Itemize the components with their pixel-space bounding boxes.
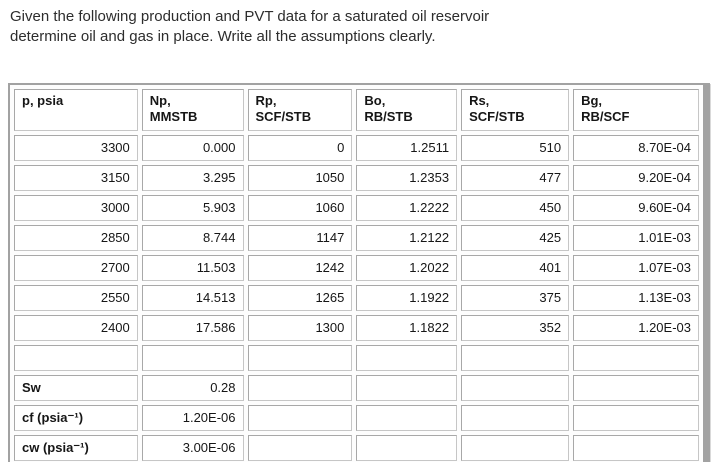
data-cell: 1.1922 <box>356 285 458 311</box>
empty-cell <box>573 345 699 371</box>
data-cell: 0.000 <box>141 135 244 161</box>
table-row: 3000 5.903 1060 1.2222 450 9.60E-04 <box>14 195 699 221</box>
param-row: cf (psia⁻¹) 1.20E-06 <box>14 405 699 431</box>
table-row: 2700 11.503 1242 1.2022 401 1.07E-03 <box>14 255 699 281</box>
spacer-row <box>14 345 699 371</box>
data-cell: 2400 <box>14 315 138 341</box>
data-cell: 8.70E-04 <box>573 135 699 161</box>
empty-cell <box>356 435 458 461</box>
data-cell: 401 <box>461 255 570 281</box>
table-row: 3300 0.000 0 1.2511 510 8.70E-04 <box>14 135 699 161</box>
data-cell: 1.2222 <box>356 195 458 221</box>
table-row: 2850 8.744 1147 1.2122 425 1.01E-03 <box>14 225 699 251</box>
data-cell: 1242 <box>247 255 353 281</box>
data-cell: 1.2353 <box>356 165 458 191</box>
data-cell: 3.295 <box>141 165 244 191</box>
data-cell: 2850 <box>14 225 138 251</box>
empty-cell <box>247 375 353 401</box>
data-cell: 9.20E-04 <box>573 165 699 191</box>
param-value: 0.28 <box>141 375 244 401</box>
data-cell: 1.01E-03 <box>573 225 699 251</box>
param-value: 3.00E-06 <box>141 435 244 461</box>
data-cell: 1.2122 <box>356 225 458 251</box>
data-cell: 3150 <box>14 165 138 191</box>
empty-cell <box>356 375 458 401</box>
param-row: cw (psia⁻¹) 3.00E-06 <box>14 435 699 461</box>
param-label: cw (psia⁻¹) <box>14 435 138 461</box>
empty-cell <box>356 405 458 431</box>
table-row: 2550 14.513 1265 1.1922 375 1.13E-03 <box>14 285 699 311</box>
table-row: 2400 17.586 1300 1.1822 352 1.20E-03 <box>14 315 699 341</box>
data-cell: 2550 <box>14 285 138 311</box>
data-cell: 1.2022 <box>356 255 458 281</box>
data-cell: 0 <box>247 135 353 161</box>
data-cell: 375 <box>461 285 570 311</box>
param-value: 1.20E-06 <box>141 405 244 431</box>
empty-cell <box>461 345 570 371</box>
empty-cell <box>356 345 458 371</box>
data-cell: 450 <box>461 195 570 221</box>
param-label: cf (psia⁻¹) <box>14 405 138 431</box>
data-cell: 1.13E-03 <box>573 285 699 311</box>
column-header-5: Bg, RB/SCF <box>573 89 699 131</box>
data-cell: 11.503 <box>141 255 244 281</box>
param-row: Sw 0.28 <box>14 375 699 401</box>
data-cell: 1.1822 <box>356 315 458 341</box>
empty-cell <box>14 345 138 371</box>
data-cell: 1060 <box>247 195 353 221</box>
problem-statement: Given the following production and PVT d… <box>10 7 700 47</box>
data-cell: 3300 <box>14 135 138 161</box>
empty-cell <box>573 375 699 401</box>
data-cell: 3000 <box>14 195 138 221</box>
data-cell: 9.60E-04 <box>573 195 699 221</box>
table-header-row: p, psia Np, MMSTB Rp, SCF/STB Bo, RB/STB Rs,… <box>14 89 699 131</box>
data-cell: 352 <box>461 315 570 341</box>
problem-line-1: Given the following production and PVT d… <box>10 8 490 25</box>
param-label: Sw <box>14 375 138 401</box>
data-cell: 477 <box>461 165 570 191</box>
data-cell: 1.07E-03 <box>573 255 699 281</box>
data-cell: 425 <box>461 225 570 251</box>
data-cell: 1147 <box>247 225 353 251</box>
data-cell: 5.903 <box>141 195 244 221</box>
data-cell: 17.586 <box>141 315 244 341</box>
data-cell: 1.2511 <box>356 135 458 161</box>
empty-cell <box>573 405 699 431</box>
empty-cell <box>461 435 570 461</box>
problem-line-2: determine oil and gas in place. Write al… <box>10 28 436 45</box>
column-header-2: Rp, SCF/STB <box>247 89 353 131</box>
empty-cell <box>141 345 244 371</box>
table-row: 3150 3.295 1050 1.2353 477 9.20E-04 <box>14 165 699 191</box>
data-cell: 2700 <box>14 255 138 281</box>
empty-cell <box>247 405 353 431</box>
column-header-3: Bo, RB/STB <box>356 89 458 131</box>
data-cell: 1265 <box>247 285 353 311</box>
pvt-data-table: p, psia Np, MMSTB Rp, SCF/STB Bo, RB/STB Rs,… <box>8 83 710 462</box>
data-cell: 1.20E-03 <box>573 315 699 341</box>
column-header-4: Rs, SCF/STB <box>461 89 570 131</box>
data-cell: 1300 <box>247 315 353 341</box>
data-cell: 1050 <box>247 165 353 191</box>
column-header-0: p, psia <box>14 89 138 131</box>
empty-cell <box>461 375 570 401</box>
data-cell: 510 <box>461 135 570 161</box>
column-header-1: Np, MMSTB <box>141 89 244 131</box>
empty-cell <box>573 435 699 461</box>
data-cell: 14.513 <box>141 285 244 311</box>
empty-cell <box>461 405 570 431</box>
empty-cell <box>247 435 353 461</box>
data-cell: 8.744 <box>141 225 244 251</box>
empty-cell <box>247 345 353 371</box>
